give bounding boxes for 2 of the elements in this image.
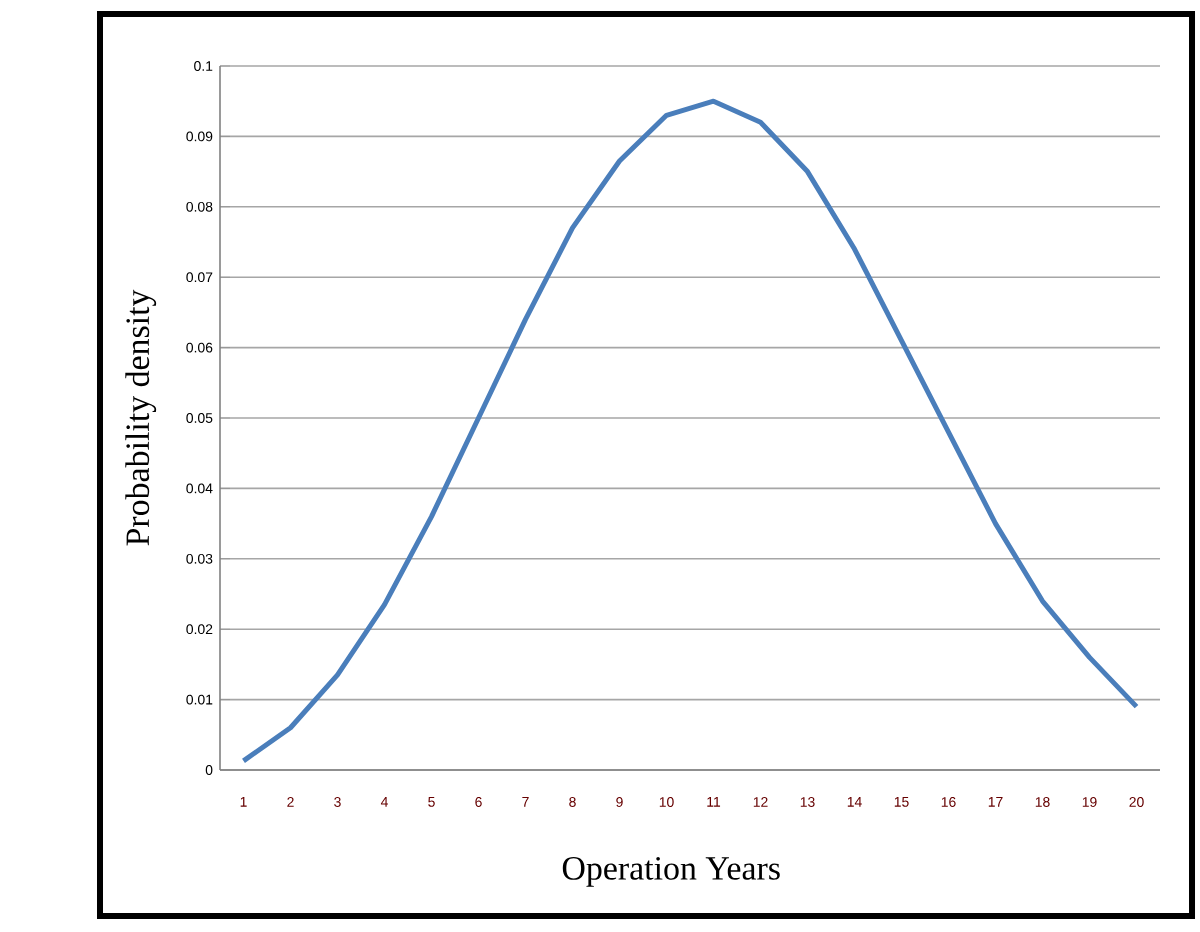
y-axis-title: Probability density bbox=[125, 289, 157, 546]
x-axis-title: Operation Years bbox=[562, 857, 780, 887]
